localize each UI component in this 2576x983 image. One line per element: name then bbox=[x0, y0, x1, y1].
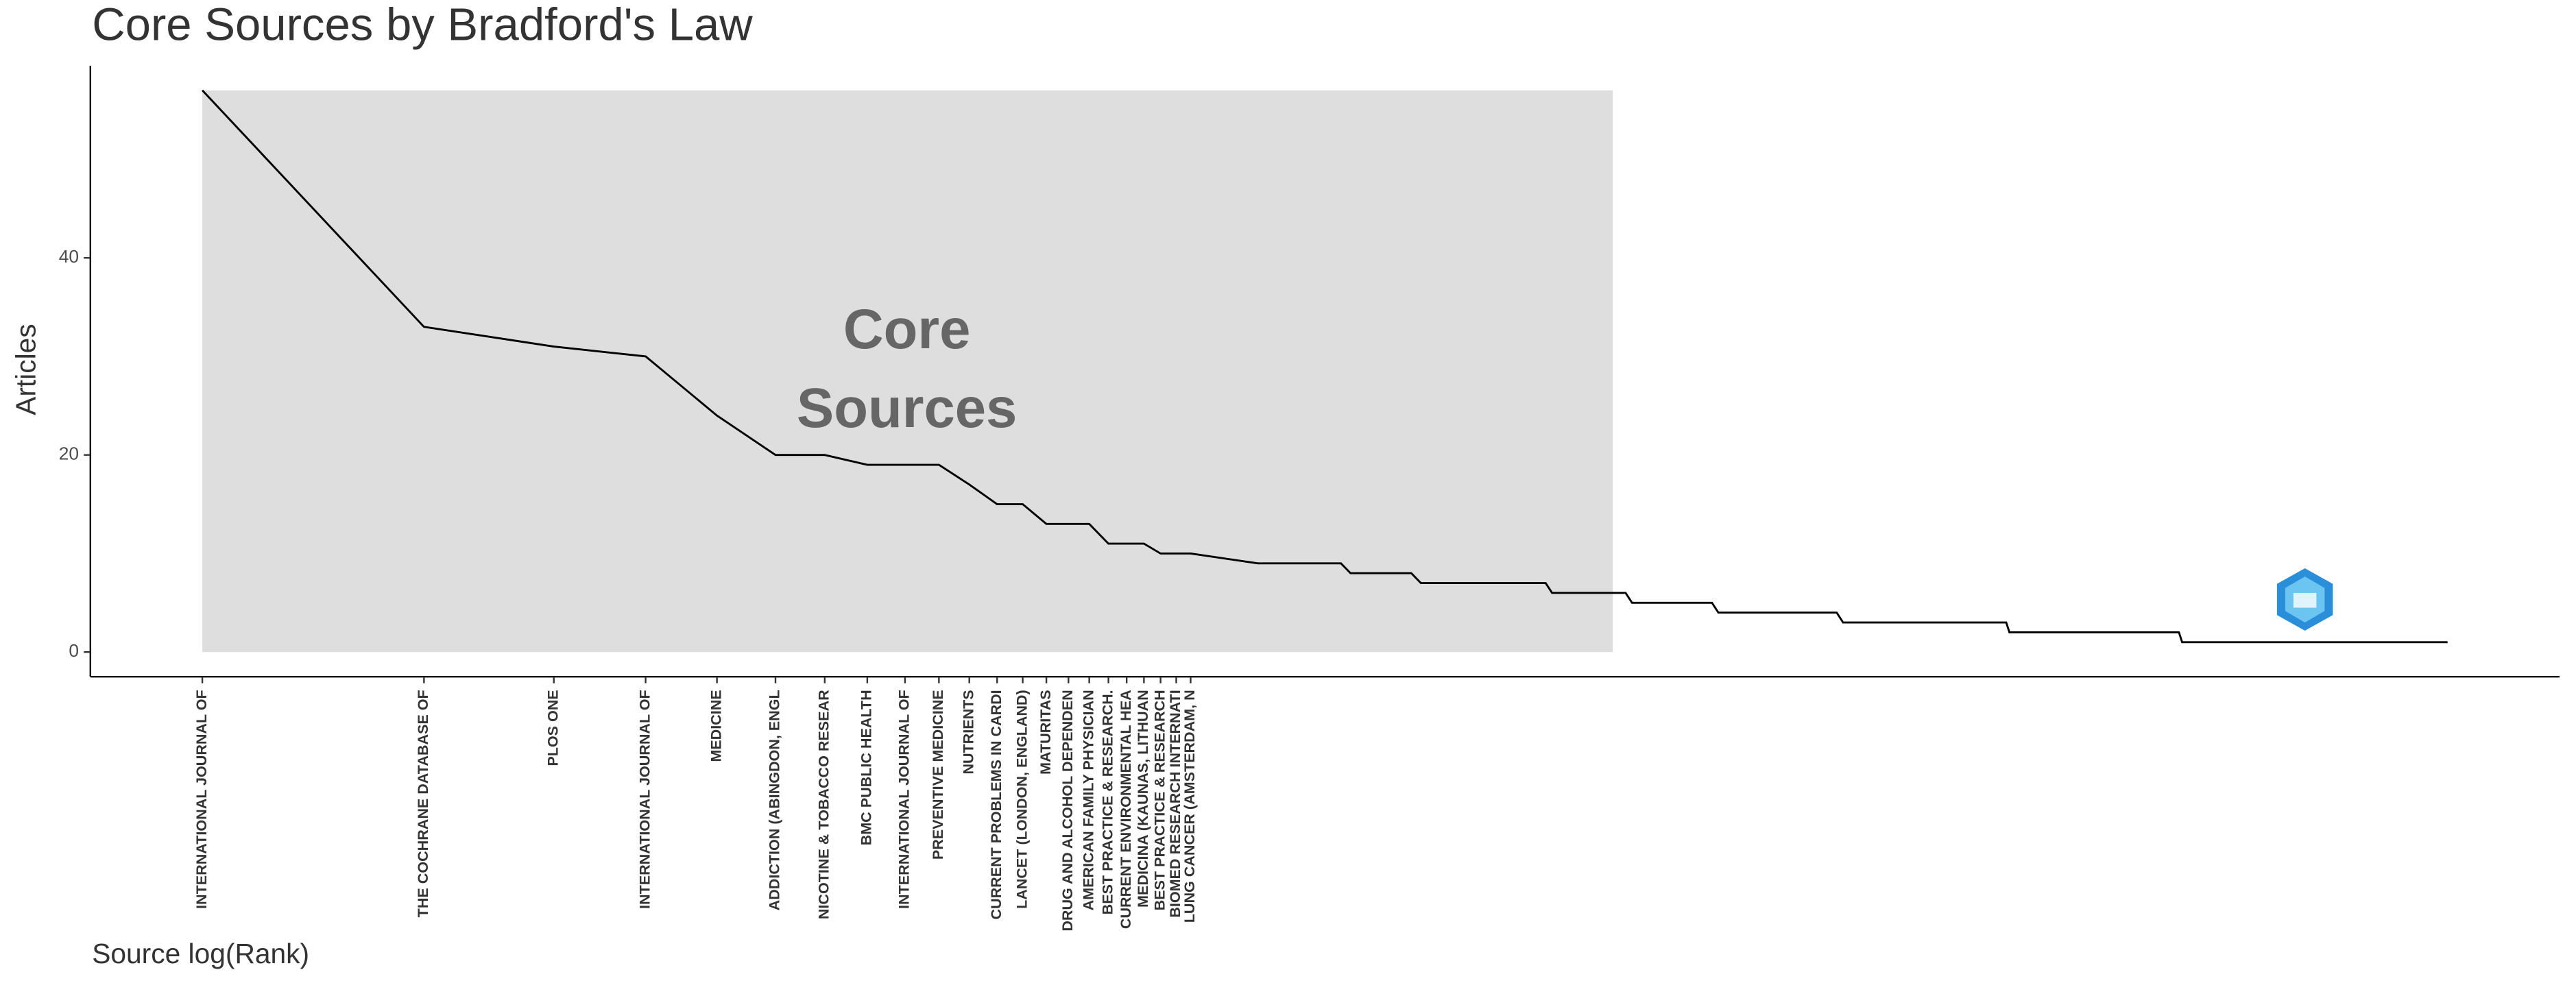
x-tick-label: INTERNATIONAL JOURNAL OF bbox=[636, 690, 653, 909]
logo bbox=[2276, 568, 2333, 631]
x-tick-label: CURRENT ENVIRONMENTAL HEA bbox=[1117, 690, 1134, 929]
core-region bbox=[202, 90, 1613, 653]
x-tick-label: MEDICINA (KAUNAS, LITHUAN bbox=[1134, 690, 1151, 908]
x-tick-label: LUNG CANCER (AMSTERDAM, N bbox=[1181, 690, 1198, 923]
x-tick-label: PLOS ONE bbox=[544, 690, 561, 766]
y-tick-label: 0 bbox=[69, 640, 79, 661]
x-tick-label: INTERNATIONAL JOURNAL OF bbox=[193, 690, 210, 909]
x-tick-label: MATURITAS bbox=[1037, 690, 1054, 775]
line bbox=[202, 89, 2448, 644]
annotation: Core bbox=[843, 298, 971, 361]
x-tick-label: CURRENT PROBLEMS IN CARDI bbox=[987, 690, 1004, 919]
x-axis-title: Source log(Rank) bbox=[92, 938, 309, 969]
x-tick-label: BIOMED RESEARCH INTERNATI bbox=[1166, 690, 1183, 917]
x-tick-label: DRUG AND ALCOHOL DEPENDEN bbox=[1059, 690, 1076, 931]
x-tick-label: BEST PRACTICE & RESEARCH. bbox=[1098, 690, 1116, 914]
x-tick-label: LANCET (LONDON, ENGLAND) bbox=[1013, 690, 1030, 909]
x-tick-label: BEST PRACTICE & RESEARCH bbox=[1151, 690, 1168, 910]
x-tick-label: INTERNATIONAL JOURNAL OF bbox=[895, 690, 913, 909]
x-tick-label: NUTRIENTS bbox=[959, 690, 976, 774]
x-tick-label: PREVENTIVE MEDICINE bbox=[929, 690, 946, 860]
x-tick-label: ADDICTION (ABINGDON, ENGL bbox=[766, 690, 783, 910]
y-tick-label: 20 bbox=[59, 444, 79, 464]
x-tick-label: AMERICAN FAMILY PHYSICIAN bbox=[1079, 690, 1096, 910]
y-axis-title: Articles bbox=[10, 324, 42, 415]
x-tick-label: BMC PUBLIC HEALTH bbox=[858, 690, 875, 845]
x-tick-label: NICOTINE & TOBACCO RESEAR bbox=[815, 690, 832, 919]
annotation: Sources bbox=[797, 377, 1017, 439]
x-tick-label: MEDICINE bbox=[707, 690, 724, 762]
chart-title: Core Sources by Bradford's Law bbox=[92, 0, 753, 50]
plot-area: Core Sources bbox=[202, 89, 2448, 653]
y-tick-label: 40 bbox=[59, 246, 79, 267]
x-tick-label: THE COCHRANE DATABASE OF bbox=[414, 690, 431, 917]
